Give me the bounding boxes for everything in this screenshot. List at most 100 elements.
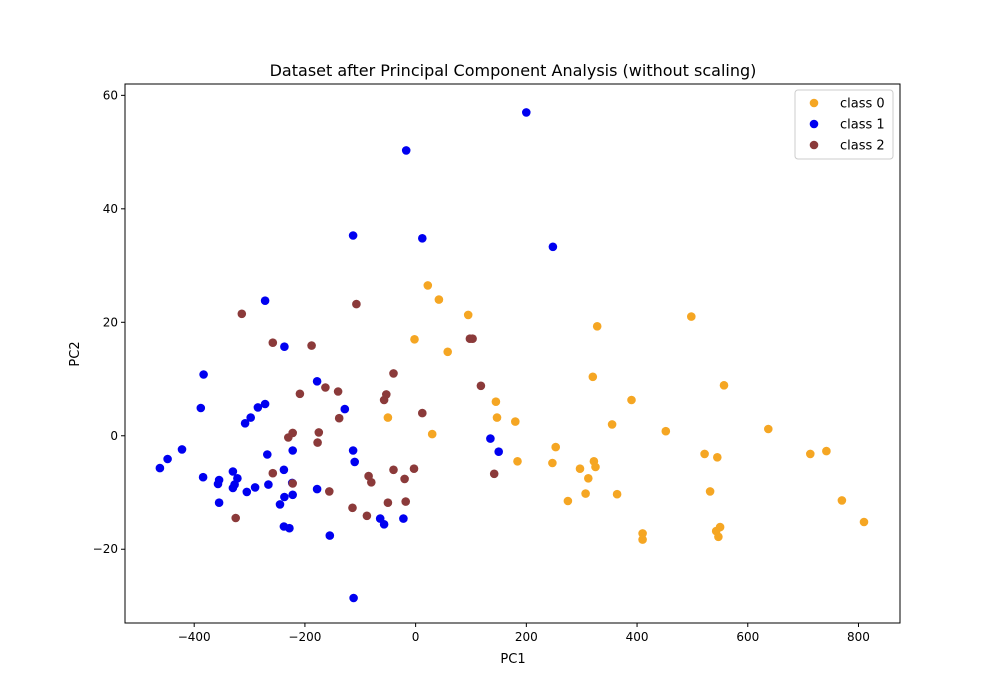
point-class1-0	[522, 108, 531, 117]
point-class1-12	[340, 404, 350, 414]
point-class2-3	[307, 341, 316, 350]
point-class0-5	[592, 322, 602, 331]
point-class2-1	[352, 299, 361, 309]
point-class0-34	[859, 517, 869, 527]
point-class1-36	[312, 484, 322, 494]
point-class2-13	[314, 428, 324, 437]
point-class0-22	[822, 446, 831, 456]
y-axis-label: PC2	[68, 341, 83, 366]
point-class1-29	[213, 479, 223, 489]
point-class1-13	[246, 413, 255, 422]
point-class1-11	[260, 399, 270, 409]
point-class0-39	[714, 532, 723, 542]
point-class1-44	[285, 523, 294, 533]
point-class0-16	[764, 424, 773, 434]
point-class0-27	[575, 464, 585, 474]
point-class0-24	[513, 457, 522, 466]
point-class0-14	[607, 420, 617, 429]
point-class0-30	[581, 489, 590, 498]
point-class0-6	[687, 312, 696, 321]
point-class2-5	[465, 334, 475, 344]
point-class2-2	[268, 338, 278, 348]
point-class1-7	[199, 370, 208, 379]
point-class0-18	[551, 442, 560, 452]
x-tick-label: 200	[515, 630, 538, 644]
legend-label-2: class 2	[840, 139, 885, 154]
point-class0-19	[700, 449, 709, 459]
point-class2-22	[409, 464, 419, 474]
point-class1-18	[348, 446, 358, 455]
point-class1-40	[275, 500, 285, 509]
point-class2-15	[334, 413, 344, 423]
point-class2-12	[476, 381, 486, 391]
y-tick-label: 20	[103, 315, 118, 329]
point-class0-9	[627, 395, 636, 405]
legend-label-0: class 0	[840, 97, 885, 112]
point-class1-6	[280, 342, 289, 352]
point-class1-33	[250, 483, 260, 492]
point-class0-10	[383, 413, 393, 422]
point-class2-29	[401, 497, 411, 506]
point-class2-30	[348, 503, 357, 513]
point-class1-37	[288, 490, 298, 500]
point-class2-0	[237, 309, 247, 319]
y-tick-label: 40	[103, 202, 118, 216]
point-class1-42	[399, 514, 408, 523]
point-class1-47	[349, 593, 358, 603]
point-class1-16	[263, 450, 272, 459]
x-tick-label: 600	[736, 630, 759, 644]
point-class0-7	[588, 372, 598, 382]
point-class1-22	[155, 463, 165, 473]
point-class1-32	[264, 480, 273, 489]
point-class2-24	[400, 474, 409, 484]
point-class1-14	[240, 419, 250, 428]
point-class2-28	[383, 498, 393, 508]
point-class0-31	[612, 489, 622, 499]
point-class1-15	[177, 445, 187, 454]
point-class1-19	[486, 434, 495, 443]
y-tick-label: 60	[103, 88, 118, 102]
point-class2-25	[288, 479, 298, 488]
point-class0-1	[434, 295, 444, 304]
point-class1-46	[325, 531, 335, 540]
point-class1-17	[288, 446, 298, 455]
point-class0-11	[491, 397, 501, 407]
point-class0-4	[443, 347, 453, 357]
point-class1-10	[253, 403, 263, 412]
y-tick-label: −20	[93, 542, 118, 556]
point-class0-29	[563, 496, 573, 506]
point-class1-38	[280, 492, 289, 502]
point-class1-31	[228, 483, 238, 493]
point-class0-38	[715, 522, 725, 532]
point-class2-31	[362, 511, 372, 521]
point-class1-23	[228, 467, 238, 476]
point-class0-35	[638, 529, 647, 538]
point-class0-20	[713, 453, 722, 462]
x-tick-label: 400	[626, 630, 649, 644]
y-axis-ticks: −20 0 20 40 60	[93, 88, 125, 556]
point-class0-8	[719, 381, 729, 390]
x-tick-label: 0	[412, 630, 420, 644]
point-class2-18	[284, 433, 293, 442]
chart-title: Dataset after Principal Component Analys…	[270, 61, 757, 80]
point-class0-2	[463, 310, 473, 320]
point-class1-1	[401, 146, 411, 155]
point-class0-33	[837, 496, 847, 505]
point-class2-21	[389, 465, 398, 475]
point-class2-19	[268, 468, 278, 478]
point-class2-8	[333, 387, 343, 396]
point-class0-15	[661, 426, 671, 436]
point-class2-27	[489, 469, 499, 479]
point-class2-16	[418, 408, 427, 418]
legend-marker-0	[809, 98, 819, 108]
y-tick-label: 0	[110, 429, 118, 443]
point-class2-14	[313, 438, 322, 447]
point-class0-26	[591, 462, 600, 472]
point-class1-24	[279, 465, 289, 475]
x-axis-label: PC1	[500, 652, 525, 667]
point-class2-10	[379, 395, 389, 405]
point-class1-4	[548, 242, 558, 252]
x-tick-label: −200	[288, 630, 321, 644]
legend-marker-2	[809, 140, 819, 150]
point-class2-11	[295, 389, 305, 399]
